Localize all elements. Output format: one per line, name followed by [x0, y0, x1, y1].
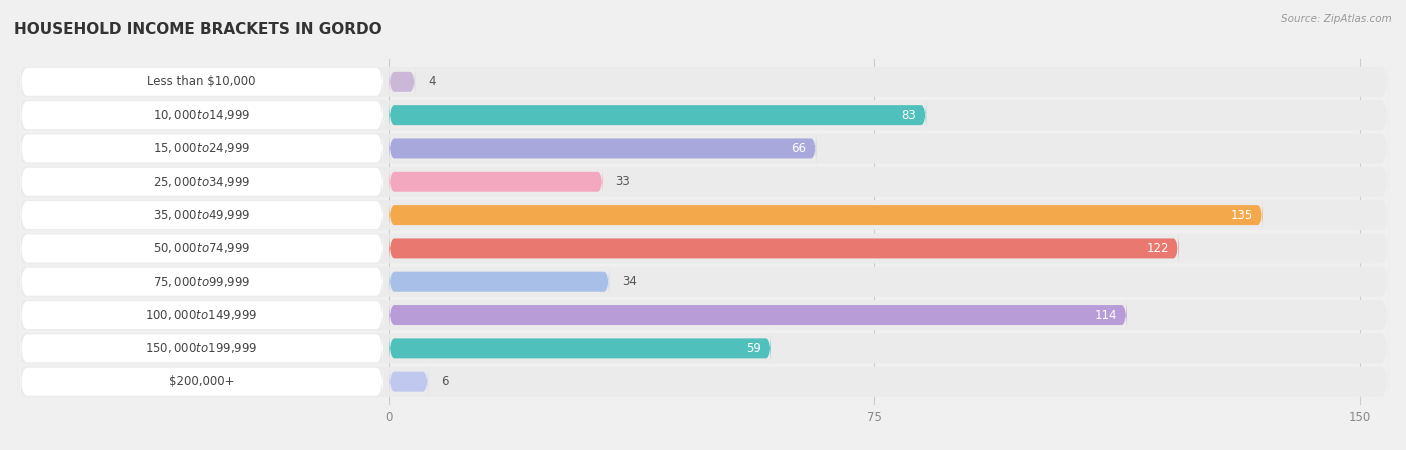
- Text: 135: 135: [1230, 209, 1253, 221]
- Text: $50,000 to $74,999: $50,000 to $74,999: [153, 241, 250, 256]
- FancyBboxPatch shape: [21, 63, 382, 101]
- Text: $10,000 to $14,999: $10,000 to $14,999: [153, 108, 250, 122]
- Text: $35,000 to $49,999: $35,000 to $49,999: [153, 208, 250, 222]
- Text: 122: 122: [1146, 242, 1168, 255]
- Text: 34: 34: [621, 275, 637, 288]
- FancyBboxPatch shape: [389, 265, 609, 298]
- Text: 83: 83: [901, 108, 917, 122]
- FancyBboxPatch shape: [17, 90, 1389, 140]
- Text: 59: 59: [747, 342, 761, 355]
- FancyBboxPatch shape: [21, 329, 382, 368]
- Text: 114: 114: [1094, 309, 1116, 322]
- Text: $200,000+: $200,000+: [169, 375, 235, 388]
- FancyBboxPatch shape: [17, 223, 1389, 274]
- FancyBboxPatch shape: [17, 123, 1389, 173]
- FancyBboxPatch shape: [389, 332, 770, 365]
- FancyBboxPatch shape: [389, 65, 415, 99]
- Text: $100,000 to $149,999: $100,000 to $149,999: [145, 308, 257, 322]
- FancyBboxPatch shape: [389, 132, 817, 165]
- Text: $75,000 to $99,999: $75,000 to $99,999: [153, 275, 250, 289]
- Text: 33: 33: [616, 175, 630, 188]
- FancyBboxPatch shape: [17, 157, 1389, 207]
- FancyBboxPatch shape: [21, 229, 382, 268]
- FancyBboxPatch shape: [17, 324, 1389, 374]
- Text: HOUSEHOLD INCOME BRACKETS IN GORDO: HOUSEHOLD INCOME BRACKETS IN GORDO: [14, 22, 381, 37]
- FancyBboxPatch shape: [21, 362, 382, 401]
- FancyBboxPatch shape: [21, 96, 382, 135]
- FancyBboxPatch shape: [21, 162, 382, 201]
- Text: Less than $10,000: Less than $10,000: [148, 75, 256, 88]
- FancyBboxPatch shape: [21, 129, 382, 168]
- FancyBboxPatch shape: [17, 257, 1389, 307]
- FancyBboxPatch shape: [17, 190, 1389, 240]
- FancyBboxPatch shape: [389, 298, 1126, 332]
- FancyBboxPatch shape: [389, 365, 427, 398]
- FancyBboxPatch shape: [21, 262, 382, 301]
- FancyBboxPatch shape: [17, 57, 1389, 107]
- FancyBboxPatch shape: [389, 198, 1263, 232]
- FancyBboxPatch shape: [21, 196, 382, 234]
- Text: $150,000 to $199,999: $150,000 to $199,999: [145, 342, 257, 356]
- FancyBboxPatch shape: [389, 232, 1178, 265]
- FancyBboxPatch shape: [389, 165, 603, 198]
- FancyBboxPatch shape: [17, 290, 1389, 340]
- Text: 66: 66: [792, 142, 807, 155]
- Text: Source: ZipAtlas.com: Source: ZipAtlas.com: [1281, 14, 1392, 23]
- Text: $25,000 to $34,999: $25,000 to $34,999: [153, 175, 250, 189]
- FancyBboxPatch shape: [17, 357, 1389, 407]
- Text: 6: 6: [441, 375, 449, 388]
- Text: 4: 4: [427, 75, 436, 88]
- FancyBboxPatch shape: [389, 99, 927, 132]
- Text: $15,000 to $24,999: $15,000 to $24,999: [153, 141, 250, 155]
- FancyBboxPatch shape: [21, 296, 382, 334]
